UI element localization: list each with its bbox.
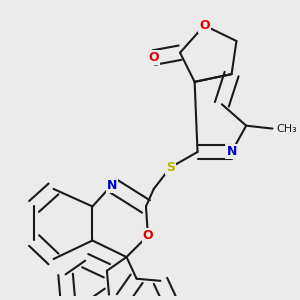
Text: N: N	[107, 178, 117, 191]
Text: CH₃: CH₃	[277, 124, 298, 134]
Text: O: O	[148, 51, 159, 64]
Text: S: S	[166, 161, 175, 174]
Text: O: O	[142, 229, 153, 242]
Text: O: O	[199, 19, 210, 32]
Text: N: N	[226, 146, 237, 158]
